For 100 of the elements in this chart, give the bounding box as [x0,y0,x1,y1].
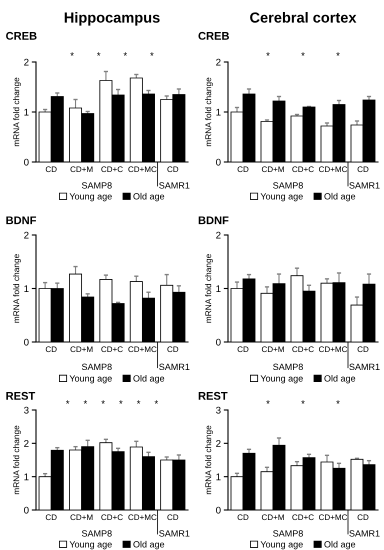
text: SAMP8 [82,364,112,370]
chart-title: BDNF [6,216,36,224]
text: SAMP8 [273,182,303,189]
x-tick-label: CD [238,514,248,520]
chart-subtitle: CREB [198,32,229,40]
y-tick-label: 0 [24,338,29,346]
x-tick-label: CD+C [101,514,123,520]
x-tick-label: CD [238,166,248,172]
x-tick-label: CD [167,514,178,520]
text: * [70,52,74,56]
text: * [266,400,270,404]
y-tick-label: 2 [24,58,29,66]
x-tick-label: CD+M [70,346,92,352]
x-tick-label: CD+M [70,166,92,172]
text: * [119,400,123,404]
x-tick-label: CD+MC [128,166,157,172]
y-tick-label: 0 [24,158,29,166]
y-tick-label: 2 [24,440,29,447]
chart-title: REST [6,392,36,400]
text: * [336,400,340,404]
text: * [266,52,270,56]
text: SAMR1 [159,530,190,537]
y-tick-label: 1 [216,108,221,116]
y-tick-label: 2 [216,58,221,66]
y-axis-title: mRNA fold change [205,254,213,323]
y-tick-label: 2 [216,232,221,239]
text: SAMP8 [273,364,303,370]
text: SAMP8 [273,530,303,537]
text: * [124,52,128,56]
text: * [136,400,140,404]
x-tick-label: CD [358,166,368,172]
text: * [301,52,305,56]
x-tick-label: CD+C [101,166,123,172]
chart-subtitle: CREB [6,32,37,40]
text: SAMR1 [349,364,380,370]
chart-title: Hippocampus [64,12,160,26]
y-tick-label: 0 [216,158,221,166]
y-tick-label: 2 [24,232,29,239]
y-tick-label: 3 [24,406,29,414]
x-tick-label: CD [167,346,178,352]
text: * [301,400,305,404]
chart-title: REST [198,392,228,400]
text: SAMP8 [82,182,112,189]
text: * [150,52,154,56]
text: SAMR1 [349,530,380,537]
text: * [84,400,88,404]
y-tick-label: 3 [216,406,221,414]
y-tick-label: 1 [24,108,29,116]
chart-title: Cerebral cortex [250,12,356,23]
x-tick-label: CD+C [101,346,123,352]
y-axis-title: mRNA fold change [13,254,21,323]
text: SAMP8 [82,530,112,537]
legend-label: Young age [260,193,303,202]
x-tick-label: CD+MC [318,346,348,352]
x-tick-label: CD+C [292,514,314,520]
text: * [96,52,100,56]
legend-label: Old age [133,540,164,550]
x-tick-label: CD+C [292,346,314,352]
y-tick-label: 2 [216,440,221,447]
y-axis-title: mRNA fold change [205,78,213,146]
y-tick-label: 1 [24,285,29,292]
x-tick-label: CD [358,346,368,352]
y-tick-label: 1 [216,285,221,292]
x-tick-label: CD+MC [128,514,157,520]
y-tick-label: 1 [24,474,29,480]
text: * [101,400,105,404]
legend-label: Old age [133,375,164,384]
legend-label: Young age [260,541,303,550]
y-tick-label: 0 [216,338,221,346]
x-tick-label: CD [46,346,57,352]
x-tick-label: CD+MC [128,346,157,352]
x-tick-label: CD [238,346,248,352]
y-tick-label: 0 [216,506,221,514]
y-axis-title: mRNA fold change [13,426,21,494]
x-tick-label: CD+M [70,514,92,520]
x-tick-label: CD [167,166,178,172]
x-tick-label: CD+M [262,346,284,352]
y-tick-label: 1 [216,474,221,480]
legend-label: Old age [324,540,356,550]
text: * [66,400,70,404]
y-tick-label: 0 [24,506,29,514]
x-tick-label: CD [46,514,57,520]
x-tick-label: CD+C [292,166,314,172]
legend-label: Old age [324,192,356,202]
y-axis-title: mRNA fold change [205,426,213,494]
x-tick-label: CD+M [262,166,284,172]
legend-label: Young age [70,193,112,202]
legend-label: Young age [260,375,303,384]
text: SAMR1 [159,364,190,370]
legend-label: Young age [70,375,112,384]
x-tick-label: CD [46,166,57,172]
chart-title: BDNF [198,216,228,224]
legend-label: Old age [324,375,356,384]
x-tick-label: CD+M [262,514,284,520]
text: * [154,400,158,404]
x-tick-label: CD+MC [318,166,348,172]
text: SAMR1 [159,182,190,189]
legend-label: Young age [70,541,112,550]
text: SAMR1 [349,182,380,189]
x-tick-label: CD+MC [318,514,348,520]
